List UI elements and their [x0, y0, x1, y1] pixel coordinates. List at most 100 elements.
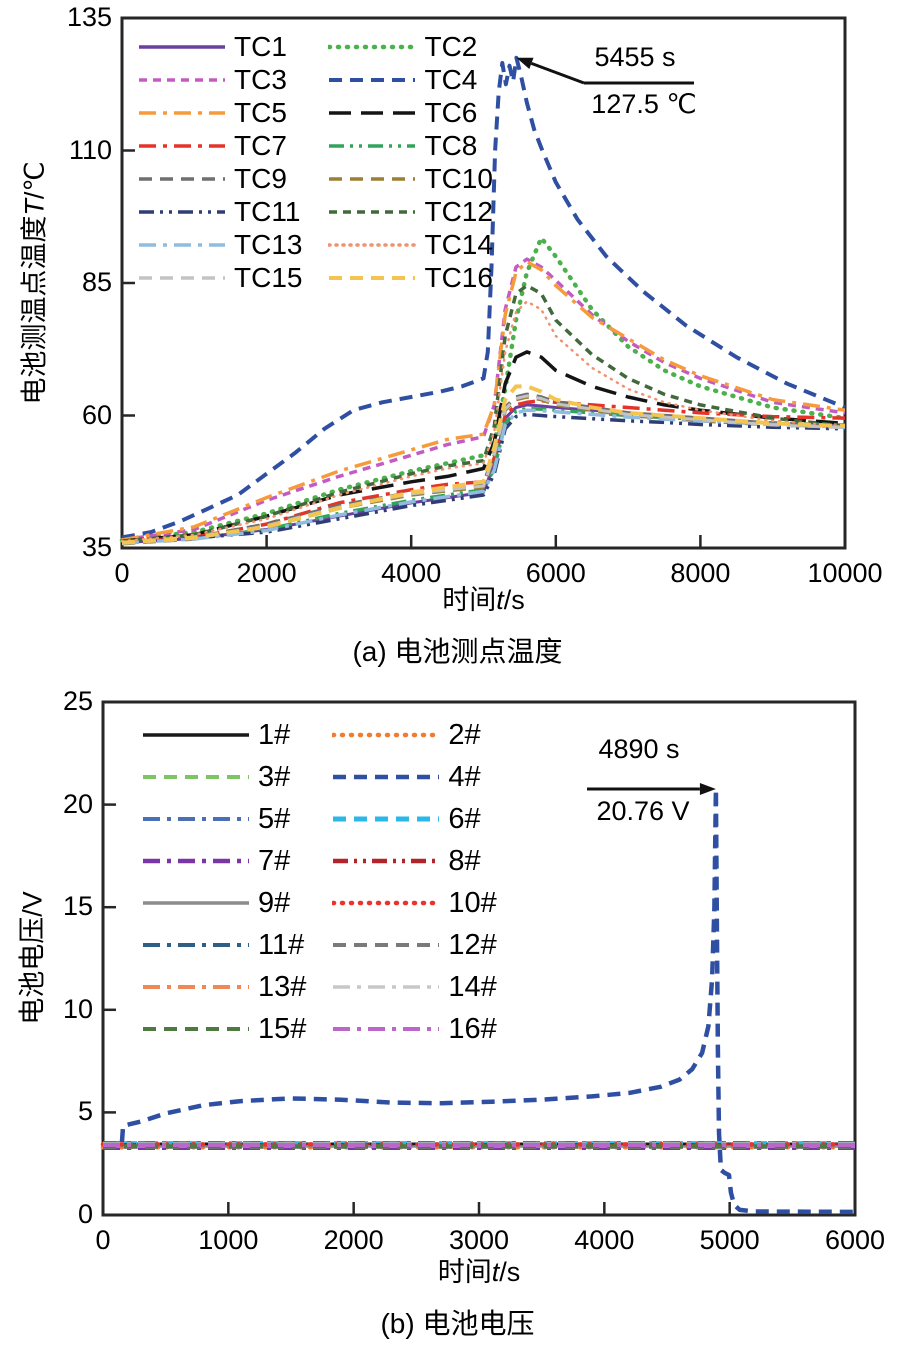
- x-tick-label: 3000: [448, 1225, 510, 1255]
- legend-line-sample: [143, 775, 249, 779]
- legend-line-sample: [143, 985, 249, 989]
- legend-label: TC14: [424, 228, 493, 260]
- legend-item-11#: 11#: [142, 924, 306, 966]
- legend-label: TC6: [424, 96, 478, 128]
- panel-b-voltage-chart: 电池电压/V 时间t/s 1# 2# 3# 4# 5# 6# 7# 8# 9# 10# 11# 12#…: [0, 676, 915, 1352]
- legend-item-TC2: TC2: [328, 30, 492, 63]
- x-tick-label: 5000: [699, 1225, 760, 1255]
- legend-item-8#: 8#: [332, 840, 496, 882]
- y-tick-label: 85: [81, 267, 112, 297]
- legend: TC1 TC2 TC3 TC4 TC5 TC6 TC7 TC8 TC9 TC10 TC11 TC12 T…: [138, 30, 493, 294]
- legend-line-sample: [333, 774, 440, 780]
- series-TC6: [121, 350, 846, 543]
- y-tick-label: 20: [62, 788, 93, 819]
- legend-label: 12#: [448, 928, 497, 961]
- legend-line-sample: [139, 209, 225, 214]
- legend-item-TC8: TC8: [328, 129, 492, 162]
- legend-label: TC11: [234, 195, 301, 227]
- legend-label: TC8: [424, 129, 478, 161]
- legend-label: TC1: [234, 30, 287, 62]
- legend-line-sample: [333, 985, 440, 989]
- legend-line-sample: [333, 816, 440, 822]
- legend-label: 11#: [258, 928, 305, 961]
- legend-label: 7#: [258, 844, 291, 877]
- x-axis-title: 时间t/s: [442, 585, 525, 615]
- x-tick-label: 8000: [670, 558, 731, 588]
- annotation-value: 127.5 ℃: [591, 89, 697, 119]
- legend-item-TC5: TC5: [138, 96, 302, 129]
- legend-line-sample: [143, 733, 249, 737]
- legend-label: TC2: [424, 30, 478, 62]
- legend-item-TC12: TC12: [328, 195, 493, 228]
- x-tick-label: 6000: [824, 1225, 886, 1255]
- x-tick-label: 6000: [525, 558, 586, 588]
- legend-item-2#: 2#: [332, 714, 496, 756]
- legend-line-sample: [329, 209, 416, 214]
- legend-label: 13#: [258, 970, 307, 1003]
- legend-line-sample: [329, 176, 416, 181]
- series-TC4: [121, 55, 846, 540]
- series-4#: [102, 786, 856, 1215]
- x-tick-label: 0: [95, 1225, 111, 1255]
- legend-label: TC5: [234, 96, 287, 128]
- legend-line-sample: [139, 176, 225, 181]
- legend-label: 16#: [448, 1012, 497, 1045]
- legend-item-TC16: TC16: [328, 261, 493, 294]
- voltage-plot-canvas: [100, 700, 858, 1217]
- legend-label: 1#: [258, 718, 291, 751]
- series-TC8: [121, 406, 846, 545]
- x-tick-label: 2000: [236, 558, 297, 588]
- y-tick-label: 35: [81, 532, 112, 562]
- legend-label: 8#: [448, 844, 481, 877]
- panel-a-caption: (a) 电池测点温度: [352, 636, 563, 667]
- legend-line-sample: [139, 143, 225, 148]
- series-TC2: [119, 235, 848, 543]
- legend-item-1#: 1#: [142, 714, 306, 756]
- series-TC16: [121, 384, 846, 545]
- legend-item-TC7: TC7: [138, 129, 302, 162]
- legend-item-5#: 5#: [142, 798, 306, 840]
- y-tick-label: 110: [68, 134, 112, 165]
- legend-label: TC10: [424, 162, 493, 194]
- y-tick-label: 15: [62, 891, 93, 922]
- series-TC3: [121, 257, 846, 542]
- legend-label: 2#: [448, 718, 481, 751]
- legend-line-sample: [139, 242, 225, 247]
- series-TC11: [121, 412, 846, 545]
- legend-item-4#: 4#: [332, 756, 496, 798]
- legend-item-TC15: TC15: [138, 261, 302, 294]
- legend-item-16#: 16#: [332, 1008, 497, 1050]
- y-tick-label: 5: [77, 1096, 93, 1127]
- legend-item-TC13: TC13: [138, 228, 302, 261]
- legend-item-TC3: TC3: [138, 63, 302, 96]
- legend-label: 3#: [258, 760, 291, 793]
- legend-line-sample: [333, 858, 440, 864]
- legend-line-sample: [143, 943, 249, 947]
- x-tick-label: 1000: [198, 1225, 259, 1255]
- legend-label: TC4: [424, 63, 478, 95]
- legend-item-12#: 12#: [332, 924, 497, 966]
- legend-line-sample: [139, 110, 225, 115]
- x-tick-label: 10000: [807, 558, 883, 588]
- panel-b-caption: (b) 电池电压: [380, 1308, 535, 1339]
- legend-line-sample: [329, 110, 416, 115]
- legend-line-sample: [328, 242, 417, 247]
- legend-item-3#: 3#: [142, 756, 306, 798]
- legend-label: TC9: [234, 162, 287, 194]
- legend-line-sample: [143, 858, 249, 864]
- series-TC9: [121, 392, 846, 545]
- legend-label: 10#: [448, 886, 497, 919]
- series-TC7: [121, 398, 846, 544]
- y-tick-label: 135: [66, 2, 112, 32]
- legend-label: TC13: [234, 228, 303, 260]
- legend-line-sample: [139, 77, 225, 82]
- legend-label: 14#: [448, 970, 497, 1003]
- legend-item-TC9: TC9: [138, 162, 302, 195]
- legend-line-sample: [143, 817, 249, 821]
- legend-label: 6#: [448, 802, 481, 835]
- legend-item-6#: 6#: [332, 798, 496, 840]
- panel-a-temperature-chart: 电池测温点温度T/℃ 时间t/s TC1 TC2 TC3 TC4 TC5 TC6 TC7 TC…: [19, 2, 883, 667]
- legend-line-sample: [333, 943, 440, 947]
- legend-item-13#: 13#: [142, 966, 306, 1008]
- y-tick-label: 10: [62, 993, 93, 1024]
